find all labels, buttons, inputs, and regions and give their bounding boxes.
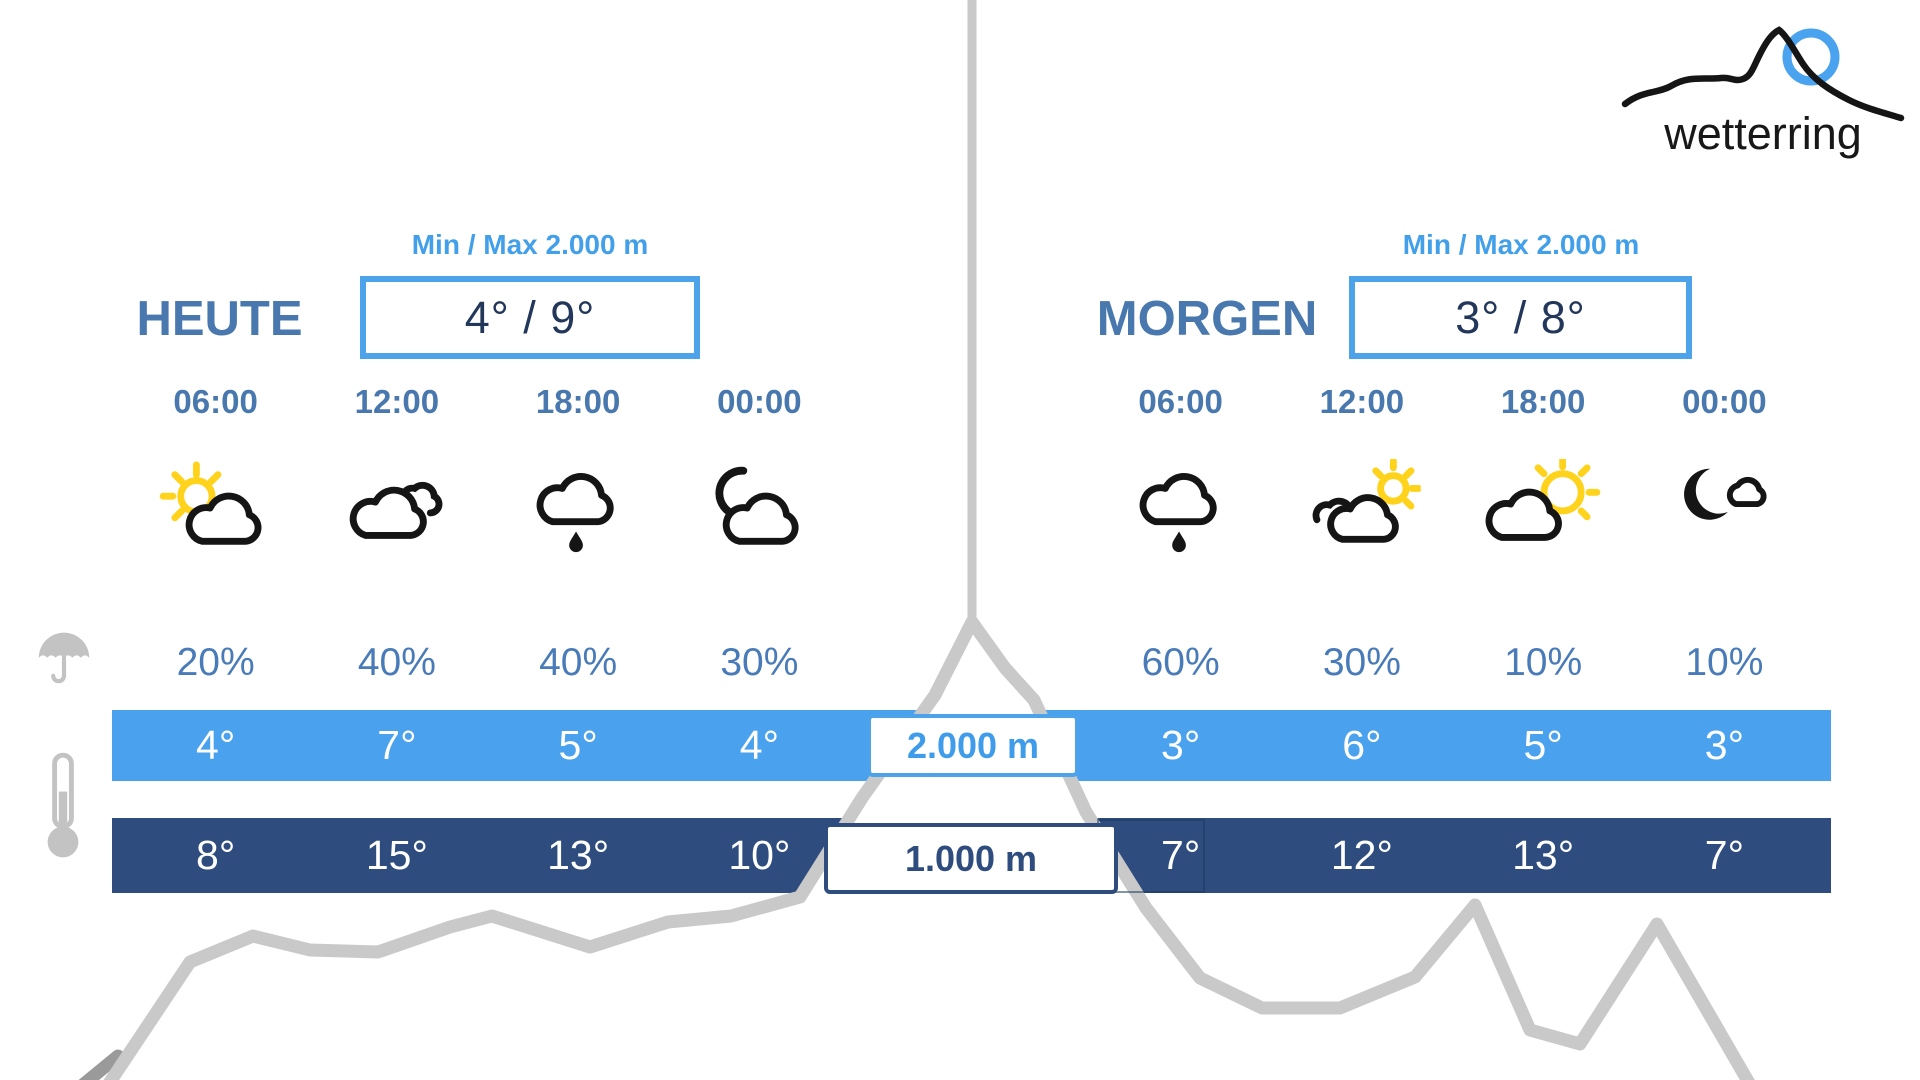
thermometer-icon — [47, 752, 79, 858]
logo-mountain-icon — [1621, 26, 1905, 122]
temp-1000-value: 13° — [1512, 832, 1575, 878]
temp-2000-value: 5° — [1523, 722, 1563, 768]
precip-value: 30% — [1322, 641, 1401, 684]
day-label-heute: HEUTE — [136, 292, 303, 346]
precip-value: 10% — [1504, 641, 1583, 684]
precip-value: 30% — [720, 641, 799, 684]
time-label: 18:00 — [535, 383, 621, 420]
night-cloudy-icon — [669, 450, 850, 565]
time-label: 06:00 — [1138, 383, 1223, 420]
minmax-caption-morgen: Min / Max 2.000 m — [1402, 229, 1640, 260]
temp-2000-value: 6° — [1342, 722, 1382, 768]
time-label: 18:00 — [1500, 383, 1586, 420]
temps-2000-morgen: 3° 6° 5° 3° — [1090, 710, 1815, 781]
temps-1000-heute: 8° 15° 13° 10° — [125, 818, 850, 893]
minmax-box-morgen: 3° / 8° — [1349, 276, 1692, 359]
wetterring-logo: wetterring — [1612, 12, 1914, 159]
minmax-caption-heute: Min / Max 2.000 m — [411, 229, 649, 260]
precip-row-morgen: 60% 30% 10% 10% — [1090, 641, 1815, 693]
temp-1000-value: 7° — [1704, 832, 1744, 878]
icons-row-morgen — [1090, 450, 1815, 565]
precip-value: 20% — [176, 641, 255, 684]
temp-2000-value: 7° — [377, 722, 417, 768]
partly-sunny-icon — [125, 450, 306, 565]
time-label: 12:00 — [1319, 383, 1405, 420]
time-label: 06:00 — [173, 383, 258, 420]
temp-2000-value: 3° — [1161, 722, 1201, 768]
umbrella-icon — [38, 632, 90, 684]
temp-2000-value: 5° — [558, 722, 598, 768]
clear-night-cloud-icon — [1634, 450, 1815, 565]
temp-1000-value: 10° — [728, 832, 791, 878]
rain-icon — [488, 450, 669, 565]
temps-2000-heute: 4° 7° 5° 4° — [125, 710, 850, 781]
temp-2000-value: 3° — [1704, 722, 1744, 768]
icons-row-heute — [125, 450, 850, 565]
brand-name: wetterring — [1664, 108, 1862, 159]
temp-1000-value: 15° — [365, 832, 428, 878]
time-label: 00:00 — [717, 383, 802, 420]
temp-1000-value: 13° — [547, 832, 610, 878]
precip-value: 40% — [357, 641, 436, 684]
times-row-morgen: 06:00 12:00 18:00 00:00 — [1090, 383, 1815, 425]
precip-row-heute: 20% 40% 40% 30% — [125, 641, 850, 693]
temp-2000-value: 4° — [739, 722, 779, 768]
day-label-morgen: MORGEN — [1096, 292, 1318, 346]
temp-1000-value: 8° — [196, 832, 236, 878]
times-row-heute: 06:00 12:00 18:00 00:00 — [125, 383, 850, 425]
altitude-label-2000m: 2.000 m — [867, 714, 1079, 777]
precip-value: 10% — [1685, 641, 1764, 684]
precip-value: 40% — [539, 641, 618, 684]
rain-icon — [1090, 450, 1271, 565]
cloudy-icon — [306, 450, 487, 565]
precip-value: 60% — [1141, 641, 1220, 684]
temp-2000-value: 4° — [196, 722, 236, 768]
sun-clouds-icon — [1453, 450, 1634, 565]
time-label: 12:00 — [354, 383, 440, 420]
clouds-sun-icon — [1271, 450, 1452, 565]
minmax-box-heute: 4° / 9° — [360, 276, 700, 359]
altitude-label-1000m: 1.000 m — [824, 823, 1118, 894]
temp-1000-value: 12° — [1330, 832, 1393, 878]
time-label: 00:00 — [1682, 383, 1767, 420]
